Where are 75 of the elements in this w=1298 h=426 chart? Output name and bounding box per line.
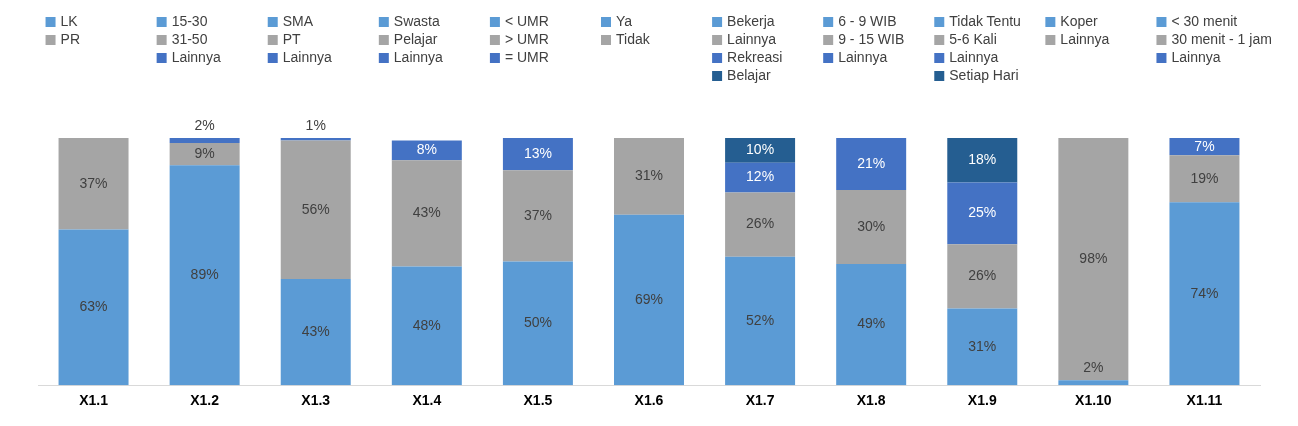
legend-label: LK <box>60 12 79 29</box>
data-label: 56% <box>301 200 330 217</box>
data-label: 74% <box>1190 284 1219 301</box>
x-tick-label: X1.4 <box>412 392 442 409</box>
data-label: 31% <box>968 337 997 354</box>
legend-label: < UMR <box>504 12 549 29</box>
legend-label: 5-6 Kali <box>949 30 997 47</box>
x-tick-label: X1.3 <box>301 392 331 409</box>
data-label: 18% <box>968 151 997 168</box>
legend-label: Bekerja <box>727 12 775 29</box>
data-label: 50% <box>523 314 552 331</box>
legend-label: 31-50 <box>171 30 208 47</box>
legend-label: Lainnya <box>171 48 221 65</box>
data-label: 9% <box>194 144 215 161</box>
data-label: 13% <box>523 144 552 161</box>
x-tick-label: X1.6 <box>634 392 664 409</box>
data-label: 19% <box>1190 169 1219 186</box>
legend-label: Koper <box>1060 12 1099 29</box>
legend-label: 6 - 9 WIB <box>838 12 897 29</box>
data-label: 2% <box>194 116 215 133</box>
legend-label: Setiap Hari <box>949 66 1019 83</box>
x-tick-label: X1.8 <box>856 392 886 409</box>
data-label: 21% <box>857 154 886 171</box>
legend-label: PR <box>60 30 80 47</box>
data-label: 30% <box>857 217 886 234</box>
x-tick-label: X1.9 <box>967 392 997 409</box>
data-label: 2% <box>1083 359 1104 376</box>
legend-label: Swasta <box>393 12 440 29</box>
legend-label: Lainnya <box>727 30 777 47</box>
data-label: 37% <box>79 174 108 191</box>
data-label: 69% <box>634 290 664 307</box>
legend-label: 9 - 15 WIB <box>838 30 905 47</box>
data-label: 63% <box>79 298 108 315</box>
legend-label: 15-30 <box>171 12 208 29</box>
data-label: 26% <box>968 267 997 284</box>
legend-label: SMA <box>282 12 314 29</box>
x-tick-label: X1.7 <box>745 392 775 409</box>
data-label: 52% <box>746 311 775 328</box>
data-label: 31% <box>634 167 664 184</box>
legend-label: PT <box>282 30 302 47</box>
legend-label: Lainnya <box>1060 30 1110 47</box>
data-label: 26% <box>746 215 775 232</box>
data-label: 10% <box>746 141 775 158</box>
legend-label: 30 menit - 1 jam <box>1171 30 1272 47</box>
data-label: 1% <box>305 116 326 133</box>
legend-label: Pelajar <box>393 30 438 47</box>
data-label: 37% <box>523 206 552 223</box>
data-label: 98% <box>1079 249 1108 266</box>
legend-label: Lainnya <box>1171 48 1221 65</box>
x-tick-label: X1.10 <box>1075 392 1112 409</box>
legend-label: > UMR <box>504 30 549 47</box>
x-tick-label: X1.11 <box>1186 392 1223 409</box>
legend-label: Lainnya <box>949 48 999 65</box>
legend-label: Lainnya <box>282 48 332 65</box>
legend-label: Ya <box>616 12 633 29</box>
data-label: 49% <box>857 315 886 332</box>
data-label: 43% <box>412 204 441 221</box>
data-label: 8% <box>416 141 437 158</box>
legend-label: Rekreasi <box>727 48 783 65</box>
data-label: 89% <box>190 266 219 283</box>
legend-label: Tidak <box>616 30 651 47</box>
legend-label: < 30 menit <box>1171 12 1238 29</box>
x-tick-label: X1.5 <box>523 392 553 409</box>
legend-label: Lainnya <box>838 48 888 65</box>
legend-label: Lainnya <box>393 48 444 65</box>
legend-label: Belajar <box>727 66 772 83</box>
x-tick-label: X1.2 <box>190 392 220 409</box>
data-label: 7% <box>1194 137 1215 154</box>
data-label: 43% <box>301 322 330 339</box>
data-label: 25% <box>968 204 997 221</box>
legend-label: = UMR <box>504 48 549 65</box>
data-label: 12% <box>746 168 775 185</box>
data-label: 48% <box>412 316 441 333</box>
legend-label: Tidak Tentu <box>949 12 1021 29</box>
x-tick-label: X1.1 <box>79 392 109 409</box>
